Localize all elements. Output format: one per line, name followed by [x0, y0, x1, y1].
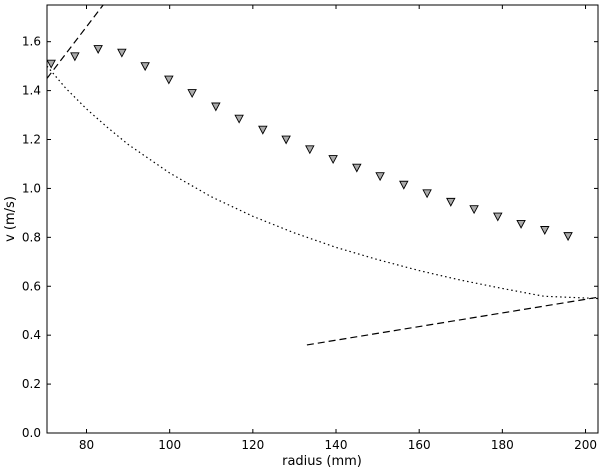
dashed-line [306, 296, 598, 346]
plot-frame [46, 4, 599, 434]
data-point [375, 172, 385, 182]
y-axis-label: v (m/s) [3, 196, 18, 242]
x-axis-ticks: 80 100 120 140 160 180 200 [79, 5, 597, 452]
data-point [234, 114, 244, 124]
dotted-curve [47, 65, 598, 300]
y-tick-label: 1.4 [22, 84, 41, 98]
y-tick-label: 0.6 [22, 279, 41, 293]
x-tick-label: 120 [241, 438, 264, 452]
data-point [469, 205, 479, 215]
data-point [352, 163, 362, 173]
data-point [446, 197, 456, 207]
data-point [140, 62, 150, 72]
y-tick-label: 0.2 [22, 377, 41, 391]
data-point [328, 155, 338, 165]
x-tick-label: 200 [574, 438, 597, 452]
y-axis-ticks: 0.0 0.2 0.4 0.6 0.8 1.0 1.2 1.4 1.6 [22, 35, 598, 440]
data-point [493, 212, 503, 222]
data-point [540, 226, 550, 235]
data-point [47, 59, 56, 69]
data-point [187, 89, 197, 99]
data-point [563, 232, 573, 242]
y-tick-label: 0.8 [22, 230, 41, 244]
y-tick-label: 0.0 [22, 426, 41, 440]
data-point [164, 75, 174, 85]
x-tick-label: 160 [408, 438, 431, 452]
x-tick-label: 100 [158, 438, 181, 452]
y-tick-label: 1.6 [22, 35, 41, 49]
y-tick-label: 1.2 [22, 133, 41, 147]
data-point [422, 189, 432, 199]
x-axis-label: radius (mm) [282, 454, 362, 469]
y-tick-label: 1.0 [22, 181, 41, 195]
x-tick-label: 180 [491, 438, 514, 452]
data-point [516, 219, 526, 229]
data-point [70, 52, 80, 62]
data-point [117, 48, 127, 58]
data-point [211, 102, 221, 112]
data-point [281, 135, 291, 145]
dashed-line [47, 5, 104, 79]
data-point [305, 145, 315, 155]
x-tick-label: 80 [79, 438, 94, 452]
series-layer [47, 5, 598, 346]
data-point [258, 125, 268, 135]
data-point [93, 45, 103, 54]
x-tick-label: 140 [325, 438, 348, 452]
y-tick-label: 0.4 [22, 328, 41, 342]
data-point [399, 180, 409, 190]
